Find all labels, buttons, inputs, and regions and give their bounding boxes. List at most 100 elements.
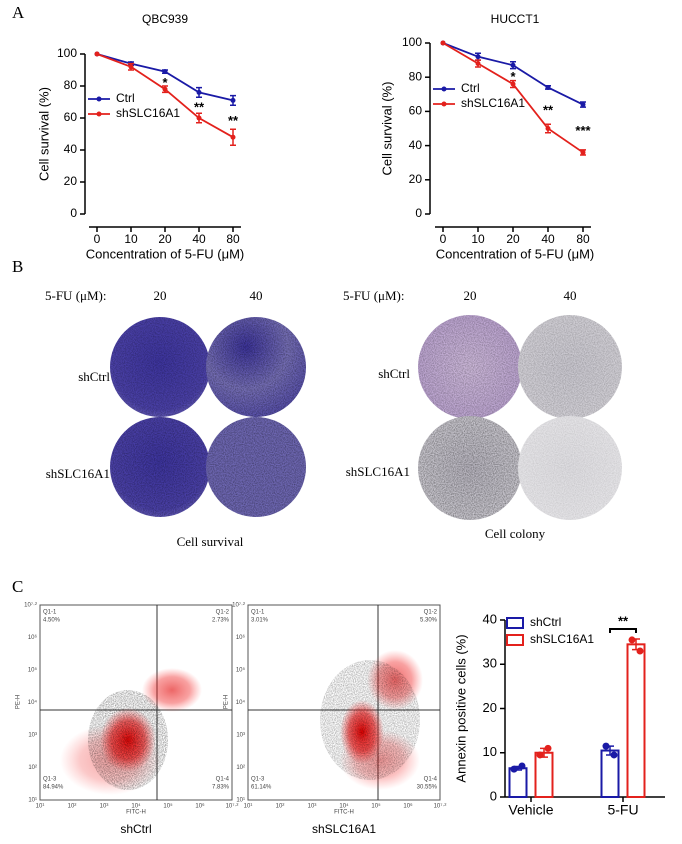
dose: 40 xyxy=(564,288,577,303)
x-tick-label: 10 xyxy=(124,232,138,246)
quadrant-name: Q1-1 xyxy=(43,610,57,616)
panel-label: A xyxy=(12,3,25,22)
y-tick-label: 80 xyxy=(409,69,423,83)
x-tick-label: 10⁵ xyxy=(163,803,173,810)
legend-swatch xyxy=(506,617,524,629)
x-tick-label: 10⁴ xyxy=(339,803,349,810)
y-tick-label: 10³ xyxy=(28,733,37,739)
panel-label: C xyxy=(12,577,23,596)
data-point xyxy=(230,97,236,103)
dose-label: 5-FU (μM): xyxy=(343,288,405,303)
x-tick-label: 10⁷·² xyxy=(226,803,239,810)
x-tick-label: 10⁶ xyxy=(195,803,205,810)
y-tick-label: 80 xyxy=(64,78,78,92)
y-tick-label: 0 xyxy=(490,788,497,803)
data-point xyxy=(536,751,544,759)
legend-label: shSLC16A1 xyxy=(461,96,525,110)
y-tick-label: 10³ xyxy=(236,733,245,739)
x-axis-label: Concentration of 5-FU (μM) xyxy=(436,246,594,261)
quadrant-name: Q1-4 xyxy=(424,777,438,783)
y-tick-label: 10¹ xyxy=(28,798,37,804)
y-tick-label: 10² xyxy=(236,765,245,771)
legend-marker xyxy=(441,101,447,107)
x-tick-label: 20 xyxy=(506,232,520,246)
legend-label: Ctrl xyxy=(461,81,480,95)
quadrant-value: 4.50% xyxy=(43,618,61,624)
y-tick-label: 10⁵ xyxy=(236,667,246,674)
data-point xyxy=(628,636,636,644)
dose: 20 xyxy=(154,288,167,303)
y-tick-label: 20 xyxy=(483,700,497,715)
y-tick-label: 40 xyxy=(64,142,78,156)
significance-bracket xyxy=(609,628,637,634)
caption: Cell colony xyxy=(485,526,546,541)
data-point xyxy=(475,54,481,60)
y-axis-label: Cell survival (%) xyxy=(379,82,394,176)
x-tick-label: 80 xyxy=(226,232,240,246)
dose: 20 xyxy=(464,288,477,303)
quadrant-name: Q1-3 xyxy=(43,777,57,783)
x-tick-label: 10² xyxy=(68,804,77,810)
x-tick-label: 10¹ xyxy=(36,804,45,810)
y-tick-label: 40 xyxy=(483,611,497,626)
quadrant-name: Q1-4 xyxy=(216,777,230,783)
legend-label: Ctrl xyxy=(116,91,135,105)
y-axis-label: PE-H xyxy=(16,695,22,709)
quadrant-name: Q1-2 xyxy=(424,610,438,616)
legend-marker xyxy=(96,96,102,102)
significance: * xyxy=(510,69,516,84)
data-point xyxy=(196,89,202,95)
data-point xyxy=(580,102,586,108)
y-tick-label: 20 xyxy=(64,174,78,188)
quadrant-value: 84.94% xyxy=(43,785,64,791)
y-tick-label: 0 xyxy=(70,206,77,220)
dose: 40 xyxy=(250,288,263,303)
data-point xyxy=(518,762,526,770)
x-tick-label: 0 xyxy=(440,232,447,246)
data-point xyxy=(230,134,236,140)
bar xyxy=(508,767,528,798)
x-tick-label: 10⁷·² xyxy=(434,803,447,810)
data-point xyxy=(510,62,516,68)
y-tick-label: 60 xyxy=(64,110,78,124)
significance: ** xyxy=(228,113,239,128)
quadrant-value: 2.73% xyxy=(212,618,230,624)
data-point xyxy=(128,64,134,70)
caption: shCtrl xyxy=(120,822,151,836)
quadrant-name: Q1-3 xyxy=(251,777,265,783)
caption: Cell survival xyxy=(177,534,244,549)
quadrant-value: 3.01% xyxy=(251,618,269,624)
significance: * xyxy=(162,75,168,90)
data-point xyxy=(636,647,644,655)
data-point xyxy=(545,126,551,131)
y-axis-label: Annexin positive cells (%) xyxy=(453,634,468,782)
x-tick-label: 10 xyxy=(471,232,485,246)
y-tick-label: 10² xyxy=(28,765,37,771)
legend-marker xyxy=(441,86,447,92)
y-tick-label: 10⁷·² xyxy=(24,602,37,609)
legend-marker xyxy=(96,111,102,117)
data-point xyxy=(196,115,202,121)
x-axis-label: FITC-H xyxy=(126,810,146,816)
legend-label: shCtrl xyxy=(530,615,561,629)
x-tick-label: 20 xyxy=(158,232,172,246)
bar xyxy=(534,751,554,798)
y-tick-label: 20 xyxy=(409,172,423,186)
y-axis-label: Cell survival (%) xyxy=(36,87,51,181)
chart-title: QBC939 xyxy=(142,12,188,26)
data-point xyxy=(510,81,516,87)
bar xyxy=(626,643,646,799)
y-tick-label: 10 xyxy=(483,744,497,759)
y-tick-label: 10⁴ xyxy=(236,699,246,706)
y-axis-label: PE-H xyxy=(224,695,230,709)
significance: ** xyxy=(618,613,629,628)
x-tick-label: 10² xyxy=(276,804,285,810)
row-label: shCtrl xyxy=(78,369,110,384)
data-point xyxy=(510,765,518,773)
y-tick-label: 10⁴ xyxy=(28,699,38,706)
x-tick-label: 40 xyxy=(192,232,206,246)
data-point xyxy=(602,742,610,750)
y-tick-label: 30 xyxy=(483,656,497,671)
quadrant-value: 30.55% xyxy=(417,785,438,791)
